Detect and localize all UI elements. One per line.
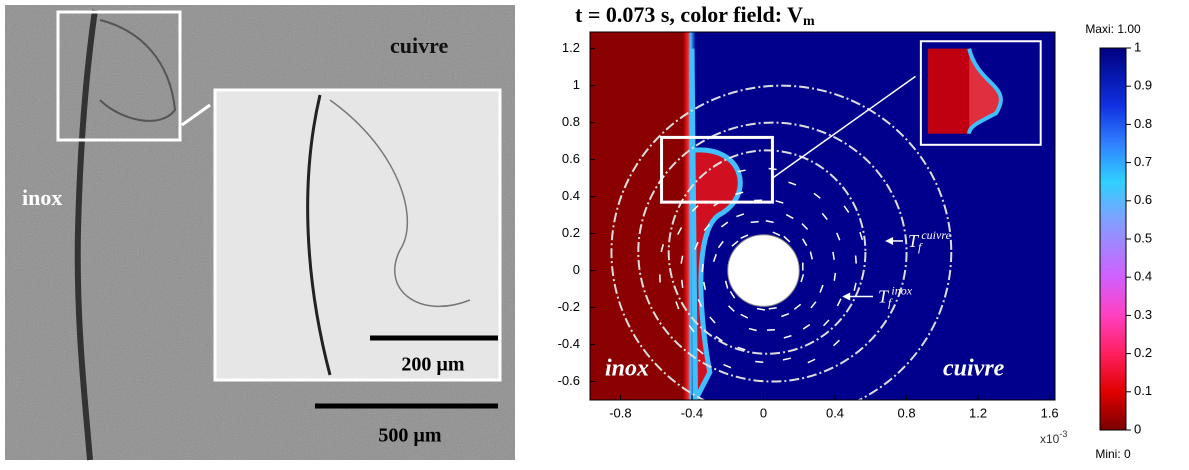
colorbar-max: Maxi: 1.00 [1085,22,1141,36]
flow-arrow [755,362,763,363]
y-tick-label: 0.6 [562,151,580,166]
title-text: t = 0.073 s, color field: V [575,2,803,27]
x-tick-label: -0.4 [681,405,703,420]
x-tick-label: 0.8 [898,405,916,420]
scale-label: 200 µm [401,354,465,376]
material-label: cuivre [390,33,448,58]
colorbar-tick-label: 1 [1134,39,1141,54]
x-tick-label: 1.2 [969,405,987,420]
flow-arrow [856,256,857,264]
steel-region [590,32,683,400]
laser-spot [728,235,800,307]
y-tick-label: 0.2 [562,225,580,240]
scale-label: 500 µm [378,425,442,447]
x-multiplier-exponent: -3 [1059,429,1067,439]
flow-arrow [769,308,777,309]
title-subscript: m [803,14,815,29]
x-multiplier: x10-3 [1040,429,1067,446]
colorbar-min: Mini: 0 [1095,447,1131,461]
material-label: inox [22,185,62,210]
colorbar-tick-label: 0.4 [1134,269,1152,284]
x-tick-label: 0.4 [826,405,844,420]
colorbar-tick-label: 0 [1134,421,1141,436]
colorbar [1100,48,1126,430]
flow-arrow [702,264,703,272]
flow-arrow [751,222,759,223]
isotherm-sup: cuivre [921,228,951,242]
colorbar-tick-label: 0.9 [1134,78,1152,93]
y-tick-label: 0.8 [562,114,580,129]
region-label: cuivre [943,356,1005,382]
isotherm-sup: inox [891,283,912,297]
inset-red [928,49,969,134]
y-tick-label: 1 [573,77,580,92]
colorbar-tick-label: 0.7 [1134,154,1152,169]
y-tick-label: -0.4 [558,336,580,351]
y-tick-label: 0.4 [562,188,580,203]
colorbar-tick-label: 0.6 [1134,192,1152,207]
y-tick-label: -0.2 [558,299,580,314]
region-label: inox [605,356,649,382]
x-tick-label: 1.6 [1041,405,1059,420]
colorbar-tick-label: 0.8 [1134,116,1152,131]
micrograph: inox cuivre 200 µm 500 µm [5,5,515,460]
x-multiplier-base: x10 [1040,432,1060,446]
y-tick-label: 0 [573,262,580,277]
plot-title: t = 0.073 s, color field: Vm [575,2,815,29]
x-tick-label: -0.8 [609,405,631,420]
y-tick-label: 1.2 [562,40,580,55]
y-tick-label: -0.6 [558,373,580,388]
x-tick-label: 0 [760,405,767,420]
flow-arrow [682,280,683,288]
colorbar-tick-label: 0.5 [1134,230,1152,245]
colorbar-tick-label: 0.1 [1134,383,1152,398]
colorbar-tick-label: 0.3 [1134,307,1152,322]
plot: -0.8 -0.4 0 0.4 0.8 1.2 1.6 -0.6 -0.4 -0.2 0 0.2 0.4… [558,32,1068,446]
colorbar-tick-label: 0.2 [1134,345,1152,360]
